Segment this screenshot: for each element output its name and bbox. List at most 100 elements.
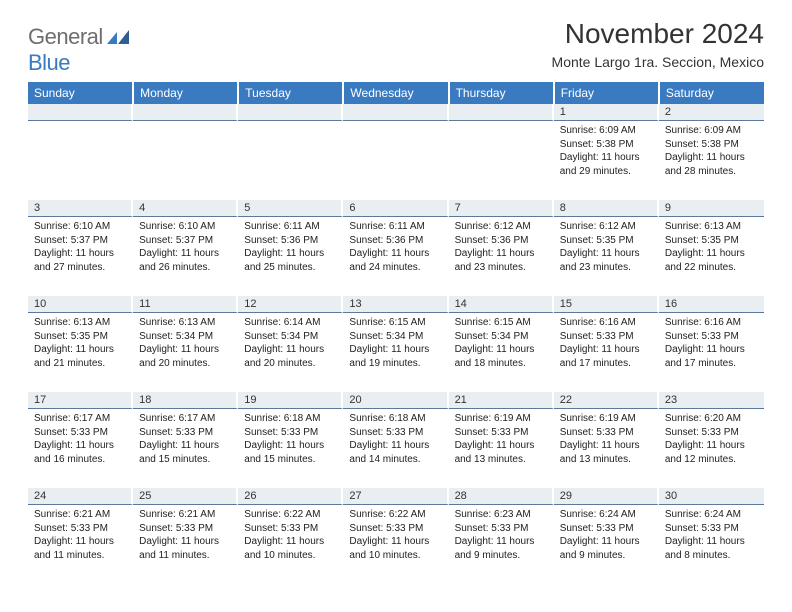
day-info-line: Sunrise: 6:10 AM bbox=[34, 220, 125, 234]
day-body bbox=[343, 121, 448, 199]
day-info-line: Sunrise: 6:14 AM bbox=[244, 316, 335, 330]
calendar-day-cell: 14Sunrise: 6:15 AMSunset: 5:34 PMDayligh… bbox=[449, 296, 554, 392]
day-number: 10 bbox=[28, 296, 133, 313]
location-label: Monte Largo 1ra. Seccion, Mexico bbox=[552, 54, 764, 70]
dow-header: Saturday bbox=[659, 82, 764, 104]
calendar-day-cell: 5Sunrise: 6:11 AMSunset: 5:36 PMDaylight… bbox=[238, 200, 343, 296]
day-info-line: Daylight: 11 hours and 12 minutes. bbox=[665, 439, 758, 466]
day-info-line: Sunrise: 6:12 AM bbox=[455, 220, 546, 234]
day-info-line: Sunset: 5:33 PM bbox=[244, 426, 335, 440]
day-info-line: Sunset: 5:33 PM bbox=[139, 426, 230, 440]
day-body: Sunrise: 6:20 AMSunset: 5:33 PMDaylight:… bbox=[659, 409, 764, 487]
day-info-line: Sunrise: 6:11 AM bbox=[244, 220, 335, 234]
day-number: 23 bbox=[659, 392, 764, 409]
calendar-day-cell: 15Sunrise: 6:16 AMSunset: 5:33 PMDayligh… bbox=[554, 296, 659, 392]
dow-header: Sunday bbox=[28, 82, 133, 104]
day-number: 2 bbox=[659, 104, 764, 121]
day-body: Sunrise: 6:18 AMSunset: 5:33 PMDaylight:… bbox=[238, 409, 343, 487]
calendar-day-cell: 6Sunrise: 6:11 AMSunset: 5:36 PMDaylight… bbox=[343, 200, 448, 296]
day-number: 25 bbox=[133, 488, 238, 505]
day-info-line: Daylight: 11 hours and 22 minutes. bbox=[665, 247, 758, 274]
calendar-day-cell: 2Sunrise: 6:09 AMSunset: 5:38 PMDaylight… bbox=[659, 104, 764, 200]
day-info-line: Sunrise: 6:18 AM bbox=[349, 412, 440, 426]
calendar-day-cell: 23Sunrise: 6:20 AMSunset: 5:33 PMDayligh… bbox=[659, 392, 764, 488]
day-info-line: Daylight: 11 hours and 25 minutes. bbox=[244, 247, 335, 274]
day-number: . bbox=[343, 104, 448, 121]
day-number: . bbox=[238, 104, 343, 121]
calendar-page: General Blue November 2024 Monte Largo 1… bbox=[0, 0, 792, 612]
calendar-day-cell: 4Sunrise: 6:10 AMSunset: 5:37 PMDaylight… bbox=[133, 200, 238, 296]
day-body: Sunrise: 6:19 AMSunset: 5:33 PMDaylight:… bbox=[554, 409, 659, 487]
logo-mark-icon bbox=[107, 30, 129, 44]
day-info-line: Sunset: 5:35 PM bbox=[34, 330, 125, 344]
day-info-line: Sunset: 5:33 PM bbox=[665, 522, 758, 536]
day-info-line: Sunset: 5:34 PM bbox=[349, 330, 440, 344]
day-body: Sunrise: 6:18 AMSunset: 5:33 PMDaylight:… bbox=[343, 409, 448, 487]
day-info-line: Sunset: 5:33 PM bbox=[455, 426, 546, 440]
calendar-day-cell: 12Sunrise: 6:14 AMSunset: 5:34 PMDayligh… bbox=[238, 296, 343, 392]
day-body: Sunrise: 6:09 AMSunset: 5:38 PMDaylight:… bbox=[554, 121, 659, 199]
calendar-day-cell: 26Sunrise: 6:22 AMSunset: 5:33 PMDayligh… bbox=[238, 488, 343, 584]
day-info-line: Sunset: 5:33 PM bbox=[244, 522, 335, 536]
day-body: Sunrise: 6:24 AMSunset: 5:33 PMDaylight:… bbox=[554, 505, 659, 583]
day-info-line: Sunset: 5:36 PM bbox=[349, 234, 440, 248]
calendar-day-cell: 3Sunrise: 6:10 AMSunset: 5:37 PMDaylight… bbox=[28, 200, 133, 296]
day-body: Sunrise: 6:21 AMSunset: 5:33 PMDaylight:… bbox=[133, 505, 238, 583]
day-info-line: Sunrise: 6:12 AM bbox=[560, 220, 651, 234]
day-info-line: Sunrise: 6:21 AM bbox=[139, 508, 230, 522]
calendar-day-cell: 1Sunrise: 6:09 AMSunset: 5:38 PMDaylight… bbox=[554, 104, 659, 200]
day-info-line: Sunset: 5:35 PM bbox=[665, 234, 758, 248]
day-info-line: Sunset: 5:33 PM bbox=[34, 522, 125, 536]
month-title: November 2024 bbox=[552, 18, 764, 50]
day-body: Sunrise: 6:22 AMSunset: 5:33 PMDaylight:… bbox=[343, 505, 448, 583]
day-number: 19 bbox=[238, 392, 343, 409]
day-info-line: Sunset: 5:37 PM bbox=[139, 234, 230, 248]
logo-word-blue: Blue bbox=[28, 50, 70, 75]
day-body: Sunrise: 6:13 AMSunset: 5:34 PMDaylight:… bbox=[133, 313, 238, 391]
day-info-line: Sunset: 5:33 PM bbox=[665, 426, 758, 440]
day-number: 20 bbox=[343, 392, 448, 409]
day-info-line: Sunrise: 6:17 AM bbox=[139, 412, 230, 426]
day-info-line: Sunrise: 6:09 AM bbox=[665, 124, 758, 138]
calendar-day-cell: 11Sunrise: 6:13 AMSunset: 5:34 PMDayligh… bbox=[133, 296, 238, 392]
day-info-line: Sunset: 5:33 PM bbox=[349, 522, 440, 536]
day-info-line: Sunrise: 6:24 AM bbox=[560, 508, 651, 522]
day-info-line: Sunset: 5:34 PM bbox=[455, 330, 546, 344]
day-info-line: Daylight: 11 hours and 27 minutes. bbox=[34, 247, 125, 274]
day-info-line: Sunset: 5:38 PM bbox=[560, 138, 651, 152]
calendar-day-cell: . bbox=[133, 104, 238, 200]
day-info-line: Daylight: 11 hours and 15 minutes. bbox=[244, 439, 335, 466]
day-info-line: Sunrise: 6:17 AM bbox=[34, 412, 125, 426]
day-info-line: Sunset: 5:33 PM bbox=[665, 330, 758, 344]
day-body: Sunrise: 6:10 AMSunset: 5:37 PMDaylight:… bbox=[28, 217, 133, 295]
day-body: Sunrise: 6:17 AMSunset: 5:33 PMDaylight:… bbox=[28, 409, 133, 487]
day-body: Sunrise: 6:13 AMSunset: 5:35 PMDaylight:… bbox=[659, 217, 764, 295]
dow-header: Monday bbox=[133, 82, 238, 104]
day-info-line: Daylight: 11 hours and 10 minutes. bbox=[349, 535, 440, 562]
day-info-line: Daylight: 11 hours and 23 minutes. bbox=[455, 247, 546, 274]
calendar-day-cell: 7Sunrise: 6:12 AMSunset: 5:36 PMDaylight… bbox=[449, 200, 554, 296]
day-number: 18 bbox=[133, 392, 238, 409]
day-number: . bbox=[28, 104, 133, 121]
day-number: 17 bbox=[28, 392, 133, 409]
day-number: 1 bbox=[554, 104, 659, 121]
day-info-line: Daylight: 11 hours and 26 minutes. bbox=[139, 247, 230, 274]
day-info-line: Sunset: 5:36 PM bbox=[244, 234, 335, 248]
logo-word-general: General bbox=[28, 24, 103, 49]
calendar-day-cell: 24Sunrise: 6:21 AMSunset: 5:33 PMDayligh… bbox=[28, 488, 133, 584]
title-block: November 2024 Monte Largo 1ra. Seccion, … bbox=[552, 18, 764, 70]
day-number: 21 bbox=[449, 392, 554, 409]
day-info-line: Sunrise: 6:13 AM bbox=[665, 220, 758, 234]
day-number: 26 bbox=[238, 488, 343, 505]
day-info-line: Daylight: 11 hours and 16 minutes. bbox=[34, 439, 125, 466]
day-body: Sunrise: 6:15 AMSunset: 5:34 PMDaylight:… bbox=[343, 313, 448, 391]
dow-header: Thursday bbox=[449, 82, 554, 104]
day-info-line: Sunset: 5:36 PM bbox=[455, 234, 546, 248]
calendar-day-cell: 13Sunrise: 6:15 AMSunset: 5:34 PMDayligh… bbox=[343, 296, 448, 392]
day-info-line: Sunrise: 6:21 AM bbox=[34, 508, 125, 522]
day-body bbox=[28, 121, 133, 199]
day-number: . bbox=[449, 104, 554, 121]
calendar-day-cell: 16Sunrise: 6:16 AMSunset: 5:33 PMDayligh… bbox=[659, 296, 764, 392]
day-info-line: Sunset: 5:33 PM bbox=[455, 522, 546, 536]
day-number: 8 bbox=[554, 200, 659, 217]
